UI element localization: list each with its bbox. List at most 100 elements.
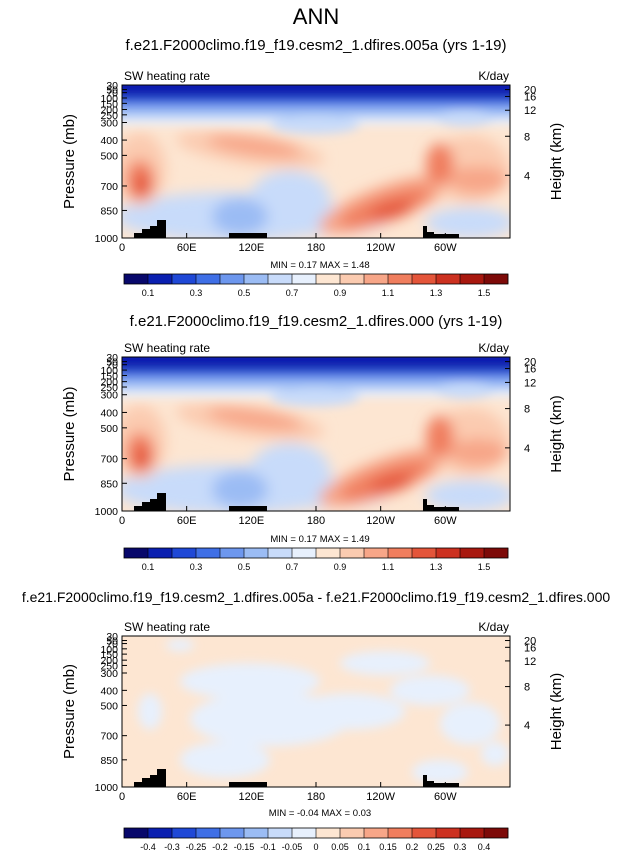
- y-right-tick-label: 8: [524, 682, 530, 694]
- y-tick-label: 250: [100, 110, 118, 122]
- colorbar-label: -0.3: [164, 842, 180, 851]
- y-tick-label: 50: [106, 357, 118, 369]
- y-tick-label: 400: [100, 685, 118, 697]
- x-tick-label: 120W: [366, 242, 395, 254]
- y-right-tick-label: 12: [524, 656, 536, 668]
- x-tick-label: 120E: [238, 791, 264, 803]
- panel-units-label: K/day: [478, 69, 509, 83]
- colorbar-swatch: [436, 828, 461, 838]
- x-tick-label: 0: [119, 242, 125, 254]
- colorbar-swatch: [436, 274, 461, 284]
- y-tick-label: 100: [100, 365, 118, 377]
- colorbar-label: -0.25: [186, 842, 207, 851]
- colorbar-label: 0.9: [334, 288, 347, 298]
- colorbar-label: 0.3: [190, 288, 203, 298]
- x-tick-label: 60W: [434, 242, 457, 254]
- y-tick-label: 400: [100, 135, 118, 147]
- y-right-tick-label: 20: [524, 85, 536, 97]
- panel-title: f.e21.F2000climo.f19_f19.cesm2_1.dfires.…: [22, 589, 611, 605]
- colorbar-swatch: [412, 548, 437, 558]
- y-axis-label: Pressure (mb): [61, 386, 78, 481]
- colorbar-swatch: [172, 548, 197, 558]
- y-right-tick-label: 20: [524, 357, 536, 369]
- y-tick-label: 1000: [95, 782, 119, 794]
- x-tick-label: 60W: [434, 515, 457, 527]
- x-tick-label: 120E: [238, 242, 264, 254]
- x-tick-label: 180: [307, 242, 325, 254]
- y-right-tick-label: 4: [524, 720, 530, 732]
- colorbar-label: -0.1: [260, 842, 276, 851]
- y-axis-label: Pressure (mb): [61, 114, 78, 209]
- colorbar-swatch: [292, 828, 317, 838]
- colorbar-swatch: [172, 274, 197, 284]
- y-tick-label: 700: [100, 731, 118, 743]
- colorbar-swatch: [268, 548, 293, 558]
- y-tick-label: 300: [100, 117, 118, 129]
- colorbar-swatch: [220, 548, 245, 558]
- y-right-tick-label: 12: [524, 105, 536, 117]
- y-tick-label: 100: [100, 93, 118, 105]
- colorbar-label: 0.5: [238, 562, 251, 572]
- y-tick-label: 400: [100, 407, 118, 419]
- colorbar-swatch: [316, 828, 341, 838]
- y-tick-label: 1000: [95, 233, 119, 245]
- colorbar: -0.4 -0.3 -0.25 -0.2 -0.15 -0.1 -0.05 0 0.05 0.1 0…: [123, 827, 509, 851]
- y-right-axis-label: Height (km): [548, 123, 565, 201]
- colorbar-swatch: [460, 274, 485, 284]
- colorbar-swatch: [412, 274, 437, 284]
- colorbar-label: -0.15: [234, 842, 255, 851]
- min-max-stats: MIN = 0.17 MAX = 1.48: [270, 260, 369, 271]
- colorbar-swatch: [148, 548, 173, 558]
- y-tick-label: 70: [106, 88, 118, 100]
- colorbar-label: -0.4: [140, 842, 156, 851]
- panel-units-label: K/day: [478, 341, 509, 355]
- colorbar-label: 0.7: [286, 562, 299, 572]
- y-right-axis-label: Height (km): [548, 673, 565, 751]
- colorbar-swatch: [436, 548, 461, 558]
- colorbar-swatch: [124, 274, 149, 284]
- colorbar-label: 0.3: [454, 842, 467, 851]
- chart-panel-3: f.e21.F2000climo.f19_f19.cesm2_1.dfires.…: [22, 589, 611, 851]
- colorbar-swatch: [220, 828, 245, 838]
- y-right-tick-label: 4: [524, 170, 530, 182]
- colorbar-label: 0.3: [190, 562, 203, 572]
- colorbar-swatch: [220, 274, 245, 284]
- y-tick-label: 70: [106, 639, 118, 651]
- y-tick-label: 30: [106, 80, 118, 92]
- y-tick-label: 200: [100, 655, 118, 667]
- colorbar-swatch: [388, 828, 413, 838]
- colorbar-swatch: [244, 828, 269, 838]
- colorbar-swatch: [244, 274, 269, 284]
- colorbar-swatch: [268, 274, 293, 284]
- colorbar-label: 1.1: [382, 562, 395, 572]
- x-tick-label: 60W: [434, 791, 457, 803]
- colorbar-swatch: [460, 828, 485, 838]
- x-tick-label: 120W: [366, 515, 395, 527]
- colorbar-swatch: [148, 274, 173, 284]
- y-tick-label: 30: [106, 352, 118, 364]
- y-tick-label: 500: [100, 423, 118, 435]
- y-tick-label: 30: [106, 631, 118, 643]
- y-tick-label: 100: [100, 644, 118, 656]
- colorbar-label: 0.4: [478, 842, 491, 851]
- y-right-tick-label: 8: [524, 404, 530, 416]
- colorbar-label: 0.5: [238, 288, 251, 298]
- colorbar-swatch: [364, 828, 389, 838]
- colorbar-swatch: [340, 828, 365, 838]
- colorbar: 0.1 0.3 0.5 0.7 0.9 1.1 1.3 1.5: [123, 273, 509, 298]
- colorbar-label: 0.7: [286, 288, 299, 298]
- min-max-stats: MIN = -0.04 MAX = 0.03: [269, 808, 371, 819]
- y-right-tick-label: 16: [524, 364, 536, 376]
- colorbar-label: 0.15: [379, 842, 397, 851]
- y-tick-label: 150: [100, 649, 118, 661]
- y-tick-label: 850: [100, 755, 118, 767]
- colorbar-swatch: [340, 548, 365, 558]
- contour-field: [122, 357, 510, 511]
- colorbar-swatch: [484, 274, 509, 284]
- page-title: ANN: [293, 4, 339, 29]
- colorbar-label: -0.2: [212, 842, 228, 851]
- y-tick-label: 50: [106, 636, 118, 648]
- y-tick-label: 300: [100, 668, 118, 680]
- y-axis-label: Pressure (mb): [61, 664, 78, 759]
- colorbar-swatch: [460, 548, 485, 558]
